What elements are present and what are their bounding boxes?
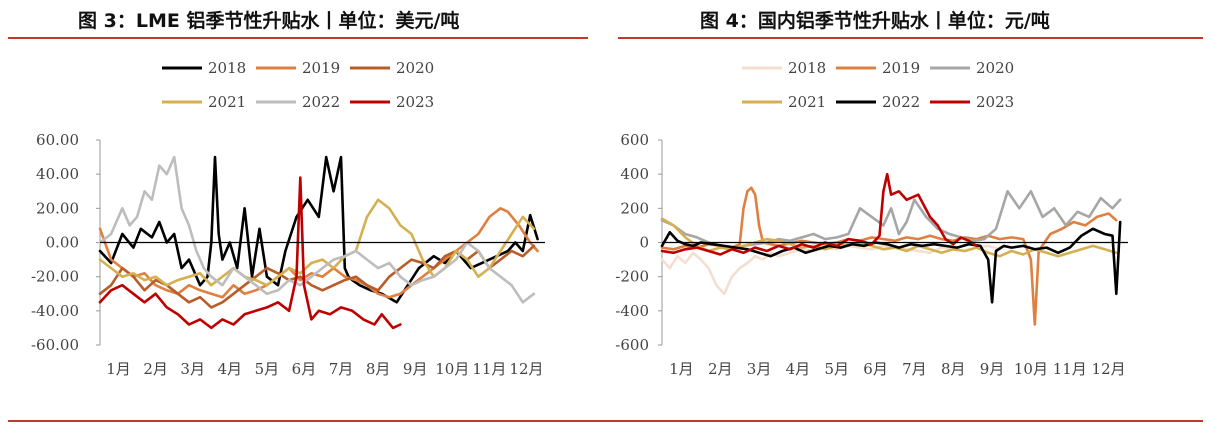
- x-tick-label-left: 3月: [180, 360, 205, 378]
- y-tick-label-left: 40.00: [36, 165, 79, 183]
- x-tick-label-left: 7月: [329, 360, 354, 378]
- series-line-left-2021: [98, 198, 536, 287]
- y-tick-label-left: -60.00: [31, 336, 79, 354]
- series-line-left-2023: [98, 176, 402, 330]
- title-divider-left: [8, 37, 588, 39]
- legend-label-left-2023: 2023: [396, 93, 434, 111]
- y-tick-label-left: -40.00: [31, 302, 79, 320]
- x-tick-label-right: 8月: [941, 360, 966, 378]
- y-tick-label-left: -20.00: [31, 268, 79, 286]
- x-tick-label-left: 1月: [106, 360, 131, 378]
- x-tick-label-left: 9月: [403, 360, 428, 378]
- x-tick-label-right: 9月: [980, 360, 1005, 378]
- series-line-right-2019: [660, 186, 1118, 326]
- chart-title-right: 图 4：国内铝季节性升贴水丨单位：元/吨: [700, 10, 1050, 32]
- series-line-left-2022: [98, 155, 536, 304]
- x-tick-label-right: 12月: [1092, 360, 1126, 378]
- legend-label-right-2020: 2020: [976, 59, 1014, 77]
- y-tick-label-right: -600: [615, 336, 649, 354]
- x-tick-label-left: 4月: [218, 360, 243, 378]
- legend-label-right-2019: 2019: [882, 59, 920, 77]
- x-tick-label-right: 3月: [747, 360, 772, 378]
- y-tick-label-right: 400: [620, 165, 649, 183]
- x-tick-label-right: 4月: [786, 360, 811, 378]
- x-tick-label-left: 10月: [435, 360, 469, 378]
- y-tick-label-right: -200: [615, 268, 649, 286]
- y-tick-label-right: 200: [620, 199, 649, 217]
- series-line-left-2018: [98, 155, 539, 304]
- y-tick-label-left: 20.00: [36, 199, 79, 217]
- footer-divider: [8, 420, 1203, 422]
- y-tick-label-right: 600: [620, 131, 649, 149]
- legend-label-right-2018: 2018: [788, 59, 826, 77]
- series-line-left-2019: [98, 207, 539, 299]
- x-tick-label-right: 10月: [1014, 360, 1048, 378]
- x-tick-label-left: 11月: [472, 360, 506, 378]
- series-line-right-2023: [660, 172, 978, 256]
- series-line-left-2020: [98, 244, 536, 309]
- y-tick-label-right: 0: [639, 234, 649, 252]
- legend-label-right-2023: 2023: [976, 93, 1014, 111]
- y-tick-label-left: 60.00: [36, 131, 79, 149]
- x-tick-label-left: 12月: [509, 360, 543, 378]
- legend-label-right-2021: 2021: [788, 93, 826, 111]
- x-tick-label-left: 2月: [143, 360, 168, 378]
- legend-label-left-2020: 2020: [396, 59, 434, 77]
- x-tick-label-right: 7月: [902, 360, 927, 378]
- y-tick-label-right: -400: [615, 302, 649, 320]
- chart-title-left: 图 3：LME 铝季节性升贴水丨单位：美元/吨: [78, 10, 460, 32]
- series-line-right-2022: [660, 220, 1122, 304]
- x-tick-label-right: 2月: [708, 360, 733, 378]
- legend-label-right-2022: 2022: [882, 93, 920, 111]
- x-tick-label-right: 5月: [824, 360, 849, 378]
- title-divider-right: [618, 37, 1203, 39]
- x-tick-label-left: 6月: [292, 360, 317, 378]
- y-tick-label-left: 0.00: [46, 234, 79, 252]
- legend-label-left-2022: 2022: [302, 93, 340, 111]
- legend-label-left-2019: 2019: [302, 59, 340, 77]
- x-tick-label-left: 5月: [255, 360, 280, 378]
- legend-label-left-2021: 2021: [208, 93, 246, 111]
- x-tick-label-right: 6月: [863, 360, 888, 378]
- legend-label-left-2018: 2018: [208, 59, 246, 77]
- x-tick-label-right: 1月: [669, 360, 694, 378]
- x-tick-label-right: 11月: [1053, 360, 1087, 378]
- x-tick-label-left: 8月: [366, 360, 391, 378]
